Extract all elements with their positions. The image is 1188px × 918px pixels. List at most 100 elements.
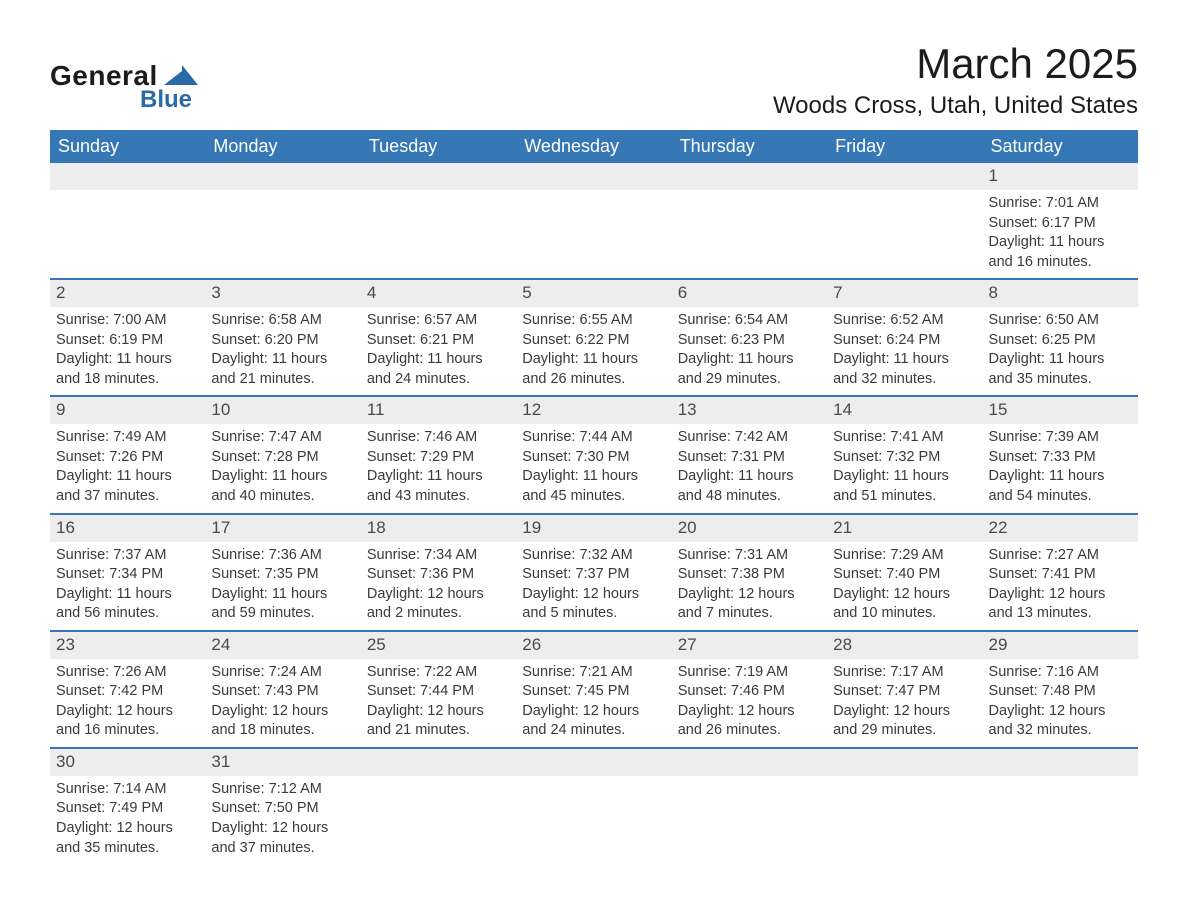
sunrise-line: Sunrise: 7:21 AM	[522, 663, 665, 683]
day-body: Sunrise: 7:49 AMSunset: 7:26 PMDaylight:…	[50, 424, 205, 512]
weekday-header: Monday	[205, 130, 360, 163]
day-cell: 11Sunrise: 7:46 AMSunset: 7:29 PMDayligh…	[361, 397, 516, 512]
day-body: Sunrise: 6:57 AMSunset: 6:21 PMDaylight:…	[361, 307, 516, 395]
daylight-line: Daylight: 12 hours and 29 minutes.	[833, 702, 976, 741]
sunset-line: Sunset: 7:43 PM	[211, 682, 354, 702]
sunset-line: Sunset: 7:45 PM	[522, 682, 665, 702]
sunset-line: Sunset: 6:23 PM	[678, 331, 821, 351]
sunrise-line: Sunrise: 7:26 AM	[56, 663, 199, 683]
day-body	[361, 776, 516, 786]
day-body: Sunrise: 7:31 AMSunset: 7:38 PMDaylight:…	[672, 542, 827, 630]
daylight-line: Daylight: 12 hours and 35 minutes.	[56, 819, 199, 858]
daylight-line: Daylight: 12 hours and 10 minutes.	[833, 585, 976, 624]
day-body: Sunrise: 7:32 AMSunset: 7:37 PMDaylight:…	[516, 542, 671, 630]
sunrise-line: Sunrise: 6:50 AM	[989, 311, 1132, 331]
day-body: Sunrise: 7:44 AMSunset: 7:30 PMDaylight:…	[516, 424, 671, 512]
day-number	[672, 163, 827, 190]
day-body: Sunrise: 7:14 AMSunset: 7:49 PMDaylight:…	[50, 776, 205, 864]
sunset-line: Sunset: 7:33 PM	[989, 448, 1132, 468]
day-body: Sunrise: 7:47 AMSunset: 7:28 PMDaylight:…	[205, 424, 360, 512]
day-cell: 19Sunrise: 7:32 AMSunset: 7:37 PMDayligh…	[516, 515, 671, 630]
sunrise-line: Sunrise: 7:46 AM	[367, 428, 510, 448]
sunset-line: Sunset: 6:17 PM	[989, 214, 1132, 234]
day-cell: 5Sunrise: 6:55 AMSunset: 6:22 PMDaylight…	[516, 280, 671, 395]
day-number: 21	[827, 515, 982, 542]
weekday-header: Thursday	[672, 130, 827, 163]
day-cell: 22Sunrise: 7:27 AMSunset: 7:41 PMDayligh…	[983, 515, 1138, 630]
sunset-line: Sunset: 7:50 PM	[211, 799, 354, 819]
sunset-line: Sunset: 7:32 PM	[833, 448, 976, 468]
day-number: 18	[361, 515, 516, 542]
day-cell: 13Sunrise: 7:42 AMSunset: 7:31 PMDayligh…	[672, 397, 827, 512]
sunset-line: Sunset: 7:44 PM	[367, 682, 510, 702]
sunset-line: Sunset: 7:34 PM	[56, 565, 199, 585]
day-body	[672, 190, 827, 200]
sunset-line: Sunset: 7:31 PM	[678, 448, 821, 468]
day-number: 29	[983, 632, 1138, 659]
sunrise-line: Sunrise: 7:12 AM	[211, 780, 354, 800]
sunrise-line: Sunrise: 7:47 AM	[211, 428, 354, 448]
day-cell: 4Sunrise: 6:57 AMSunset: 6:21 PMDaylight…	[361, 280, 516, 395]
day-number	[516, 163, 671, 190]
sunrise-line: Sunrise: 6:58 AM	[211, 311, 354, 331]
day-number: 30	[50, 749, 205, 776]
weekday-header: Saturday	[983, 130, 1138, 163]
day-cell-empty	[361, 749, 516, 864]
day-cell-empty	[827, 163, 982, 278]
day-body: Sunrise: 7:27 AMSunset: 7:41 PMDaylight:…	[983, 542, 1138, 630]
sunset-line: Sunset: 6:20 PM	[211, 331, 354, 351]
day-body: Sunrise: 6:50 AMSunset: 6:25 PMDaylight:…	[983, 307, 1138, 395]
daylight-line: Daylight: 11 hours and 26 minutes.	[522, 350, 665, 389]
sunset-line: Sunset: 7:46 PM	[678, 682, 821, 702]
day-cell: 24Sunrise: 7:24 AMSunset: 7:43 PMDayligh…	[205, 632, 360, 747]
daylight-line: Daylight: 12 hours and 32 minutes.	[989, 702, 1132, 741]
daylight-line: Daylight: 11 hours and 18 minutes.	[56, 350, 199, 389]
daylight-line: Daylight: 11 hours and 45 minutes.	[522, 467, 665, 506]
day-number	[827, 163, 982, 190]
daylight-line: Daylight: 11 hours and 59 minutes.	[211, 585, 354, 624]
day-number	[516, 749, 671, 776]
daylight-line: Daylight: 11 hours and 35 minutes.	[989, 350, 1132, 389]
week-row: 9Sunrise: 7:49 AMSunset: 7:26 PMDaylight…	[50, 397, 1138, 514]
day-body	[361, 190, 516, 200]
weekday-header: Wednesday	[516, 130, 671, 163]
day-body	[50, 190, 205, 200]
daylight-line: Daylight: 11 hours and 43 minutes.	[367, 467, 510, 506]
sunrise-line: Sunrise: 6:57 AM	[367, 311, 510, 331]
day-number: 17	[205, 515, 360, 542]
day-cell: 3Sunrise: 6:58 AMSunset: 6:20 PMDaylight…	[205, 280, 360, 395]
day-cell: 14Sunrise: 7:41 AMSunset: 7:32 PMDayligh…	[827, 397, 982, 512]
daylight-line: Daylight: 11 hours and 56 minutes.	[56, 585, 199, 624]
sunrise-line: Sunrise: 7:22 AM	[367, 663, 510, 683]
day-body: Sunrise: 7:46 AMSunset: 7:29 PMDaylight:…	[361, 424, 516, 512]
sunrise-line: Sunrise: 7:34 AM	[367, 546, 510, 566]
sunset-line: Sunset: 7:41 PM	[989, 565, 1132, 585]
day-number: 22	[983, 515, 1138, 542]
day-body: Sunrise: 7:01 AMSunset: 6:17 PMDaylight:…	[983, 190, 1138, 278]
sunset-line: Sunset: 7:40 PM	[833, 565, 976, 585]
sunset-line: Sunset: 6:19 PM	[56, 331, 199, 351]
sunrise-line: Sunrise: 6:54 AM	[678, 311, 821, 331]
day-body	[516, 190, 671, 200]
page-title: March 2025	[773, 40, 1138, 88]
day-body: Sunrise: 7:16 AMSunset: 7:48 PMDaylight:…	[983, 659, 1138, 747]
day-number: 15	[983, 397, 1138, 424]
day-number	[827, 749, 982, 776]
sunset-line: Sunset: 6:21 PM	[367, 331, 510, 351]
day-number: 12	[516, 397, 671, 424]
sunrise-line: Sunrise: 7:31 AM	[678, 546, 821, 566]
day-body	[516, 776, 671, 786]
day-body: Sunrise: 7:21 AMSunset: 7:45 PMDaylight:…	[516, 659, 671, 747]
sunrise-line: Sunrise: 7:24 AM	[211, 663, 354, 683]
daylight-line: Daylight: 11 hours and 24 minutes.	[367, 350, 510, 389]
day-number: 20	[672, 515, 827, 542]
daylight-line: Daylight: 11 hours and 29 minutes.	[678, 350, 821, 389]
day-number: 9	[50, 397, 205, 424]
daylight-line: Daylight: 11 hours and 37 minutes.	[56, 467, 199, 506]
sunrise-line: Sunrise: 7:17 AM	[833, 663, 976, 683]
sunrise-line: Sunrise: 7:49 AM	[56, 428, 199, 448]
header: General Blue March 2025 Woods Cross, Uta…	[50, 40, 1138, 120]
daylight-line: Daylight: 11 hours and 40 minutes.	[211, 467, 354, 506]
day-number: 8	[983, 280, 1138, 307]
day-number: 13	[672, 397, 827, 424]
